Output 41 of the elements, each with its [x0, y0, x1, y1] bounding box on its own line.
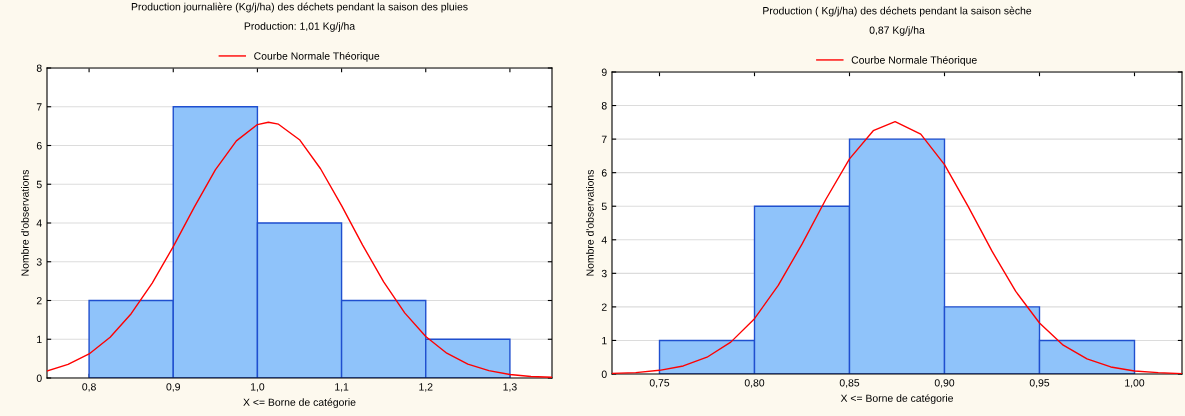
chart-title: Production ( Kg/j/ha) des déchets pendant la saison sèche — [763, 6, 1032, 17]
y-tick-label: 5 — [36, 180, 42, 189]
y-tick-label: 7 — [36, 103, 42, 111]
chart-title: Production journalière (Kg/j/ha) des déchets pendant la saison des pluies — [131, 2, 468, 13]
x-axis-title: X <= Borne de catégorie — [840, 394, 953, 404]
y-tick-label: 8 — [36, 64, 42, 72]
y-tick-label: 8 — [601, 102, 607, 110]
y-tick-label: 3 — [601, 269, 607, 278]
x-tick-label: 1,3 — [503, 383, 517, 392]
x-tick-label: 0,85 — [839, 379, 860, 388]
x-tick-label: 1,2 — [419, 383, 433, 392]
x-tick-label: 0,75 — [649, 379, 670, 388]
legend-label: Courbe Normale Théorique — [851, 55, 977, 66]
x-tick-label: 0,8 — [82, 383, 96, 392]
y-tick-label: 1 — [602, 337, 607, 345]
x-tick-label: 0,90 — [934, 379, 955, 388]
y-tick-label: 5 — [601, 202, 607, 211]
y-tick-label: 3 — [36, 258, 42, 266]
x-tick-label: 0,9 — [166, 383, 180, 392]
chart-subtitle: 0,87 Kg/j/ha — [869, 26, 925, 36]
x-tick-label: 1,0 — [250, 383, 265, 392]
x-tick-label: 0,80 — [744, 379, 765, 388]
y-tick-label: 2 — [36, 297, 42, 305]
y-tick-label: 9 — [601, 68, 607, 76]
y-tick-label: 2 — [601, 303, 607, 311]
y-axis-title: Nombre d'observations — [586, 169, 594, 276]
y-tick-label: 0 — [36, 374, 42, 382]
y-tick-label: 0 — [601, 370, 607, 378]
x-tick-label: 1,1 — [335, 383, 349, 392]
chart-subtitle: Production: 1,01 Kg/j/ha — [244, 22, 356, 32]
y-tick-label: 4 — [601, 236, 607, 244]
legend-label: Courbe Normale Théorique — [254, 51, 380, 62]
y-tick-label: 6 — [601, 169, 607, 177]
y-tick-label: 1 — [37, 335, 42, 344]
x-tick-label: 1,00 — [1125, 379, 1145, 388]
y-axis-title: Nombre d'observations — [21, 169, 29, 276]
y-tick-label: 4 — [36, 219, 42, 227]
x-tick-label: 0,95 — [1029, 379, 1050, 388]
x-axis-title: X <= Borne de catégorie — [243, 398, 356, 408]
y-tick-label: 6 — [36, 142, 42, 150]
y-tick-label: 7 — [601, 135, 607, 143]
